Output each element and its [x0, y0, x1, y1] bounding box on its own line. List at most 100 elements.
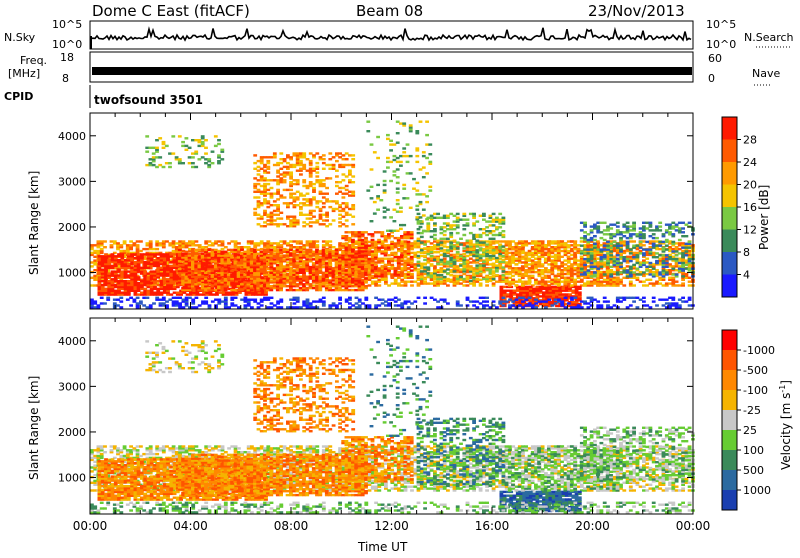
power-cell: [302, 179, 306, 181]
power-cell: [296, 289, 300, 291]
power-cell: [90, 277, 94, 279]
power-cell: [145, 135, 149, 137]
power-cell: [266, 171, 270, 173]
power-cell: [345, 235, 349, 237]
power-cell: [220, 149, 224, 151]
power-cell: [224, 246, 228, 248]
power-cell: [430, 246, 434, 248]
power-cell: [351, 223, 355, 225]
power-cell: [217, 143, 221, 145]
power-cell: [270, 242, 274, 244]
power-cell: [318, 283, 322, 285]
power-cell: [286, 274, 290, 276]
power-cell: [253, 154, 257, 156]
power-cell: [120, 261, 124, 263]
power-cell: [162, 147, 166, 149]
power-cell: [149, 240, 153, 242]
power-cell: [191, 279, 195, 281]
power-cell: [296, 262, 300, 264]
power-cell: [152, 152, 156, 154]
power-cell: [240, 249, 244, 251]
power-cell: [201, 249, 205, 251]
power-cell: [668, 277, 672, 279]
power-cell: [299, 202, 303, 204]
power-cell: [289, 219, 293, 221]
power-cell: [293, 216, 297, 218]
power-cell: [302, 214, 306, 216]
power-cell: [629, 281, 633, 283]
power-cell: [286, 279, 290, 281]
power-cell: [332, 156, 336, 158]
power-cell: [322, 202, 326, 204]
power-cell: [299, 152, 303, 154]
power-cell: [299, 240, 303, 242]
power-cell: [169, 261, 173, 263]
power-heatmap: [90, 121, 695, 309]
power-cell: [266, 183, 270, 185]
power-cell: [649, 282, 653, 284]
power-cell: [678, 265, 682, 267]
power-cell: [127, 280, 131, 282]
power-cell: [240, 246, 244, 248]
power-cell: [198, 262, 202, 264]
power-cell: [150, 282, 154, 284]
power-cell: [328, 168, 332, 170]
power-cell: [306, 193, 310, 195]
power-cell: [266, 262, 270, 264]
power-cell: [603, 279, 607, 281]
power-cell: [328, 244, 332, 246]
power-cell: [629, 256, 633, 258]
power-cell: [191, 162, 195, 164]
power-cell: [302, 198, 306, 200]
power-cell: [309, 160, 313, 162]
power-cell: [338, 217, 342, 219]
power-cell: [147, 290, 151, 292]
power-cell: [217, 154, 221, 156]
power-cell: [117, 274, 121, 276]
power-cell: [328, 272, 332, 274]
power-cell: [345, 219, 349, 221]
power-cell: [207, 283, 211, 285]
power-cell: [312, 168, 316, 170]
power-cell: [218, 292, 222, 294]
power-cell: [217, 251, 221, 253]
power-cell: [188, 253, 192, 255]
power-cell: [335, 200, 339, 202]
power-cell: [495, 246, 499, 248]
power-cell: [283, 202, 287, 204]
power-cell: [449, 254, 453, 256]
power-cell: [348, 191, 352, 193]
power-cell: [658, 248, 662, 250]
power-cell: [97, 240, 101, 242]
noise-trace-line: [91, 28, 691, 40]
power-cell: [279, 240, 283, 242]
power-cell: [456, 265, 460, 267]
power-cell: [263, 225, 267, 227]
power-cell: [309, 152, 313, 154]
power-cell: [194, 151, 198, 153]
power-cell: [420, 252, 424, 254]
power-cell: [319, 179, 323, 181]
power-cell: [485, 284, 489, 286]
power-cell: [195, 244, 199, 246]
power-cell: [283, 166, 287, 168]
power-cell: [107, 255, 111, 257]
power-cell: [270, 179, 274, 181]
power-cell: [342, 173, 346, 175]
power-cell: [169, 253, 173, 255]
power-cell: [263, 156, 267, 158]
power-cell: [492, 240, 496, 242]
power-cell: [325, 279, 329, 281]
power-cell: [351, 158, 355, 160]
power-cell: [279, 244, 283, 246]
power-cell: [328, 206, 332, 208]
power-cell: [322, 240, 326, 242]
power-cell: [156, 284, 160, 286]
power-cell: [325, 285, 329, 287]
power-cell: [652, 271, 656, 273]
power-cell: [426, 240, 430, 242]
power-cell: [407, 281, 411, 283]
power-cell: [440, 250, 444, 252]
power-cell: [335, 249, 339, 251]
power-cell: [237, 272, 241, 274]
